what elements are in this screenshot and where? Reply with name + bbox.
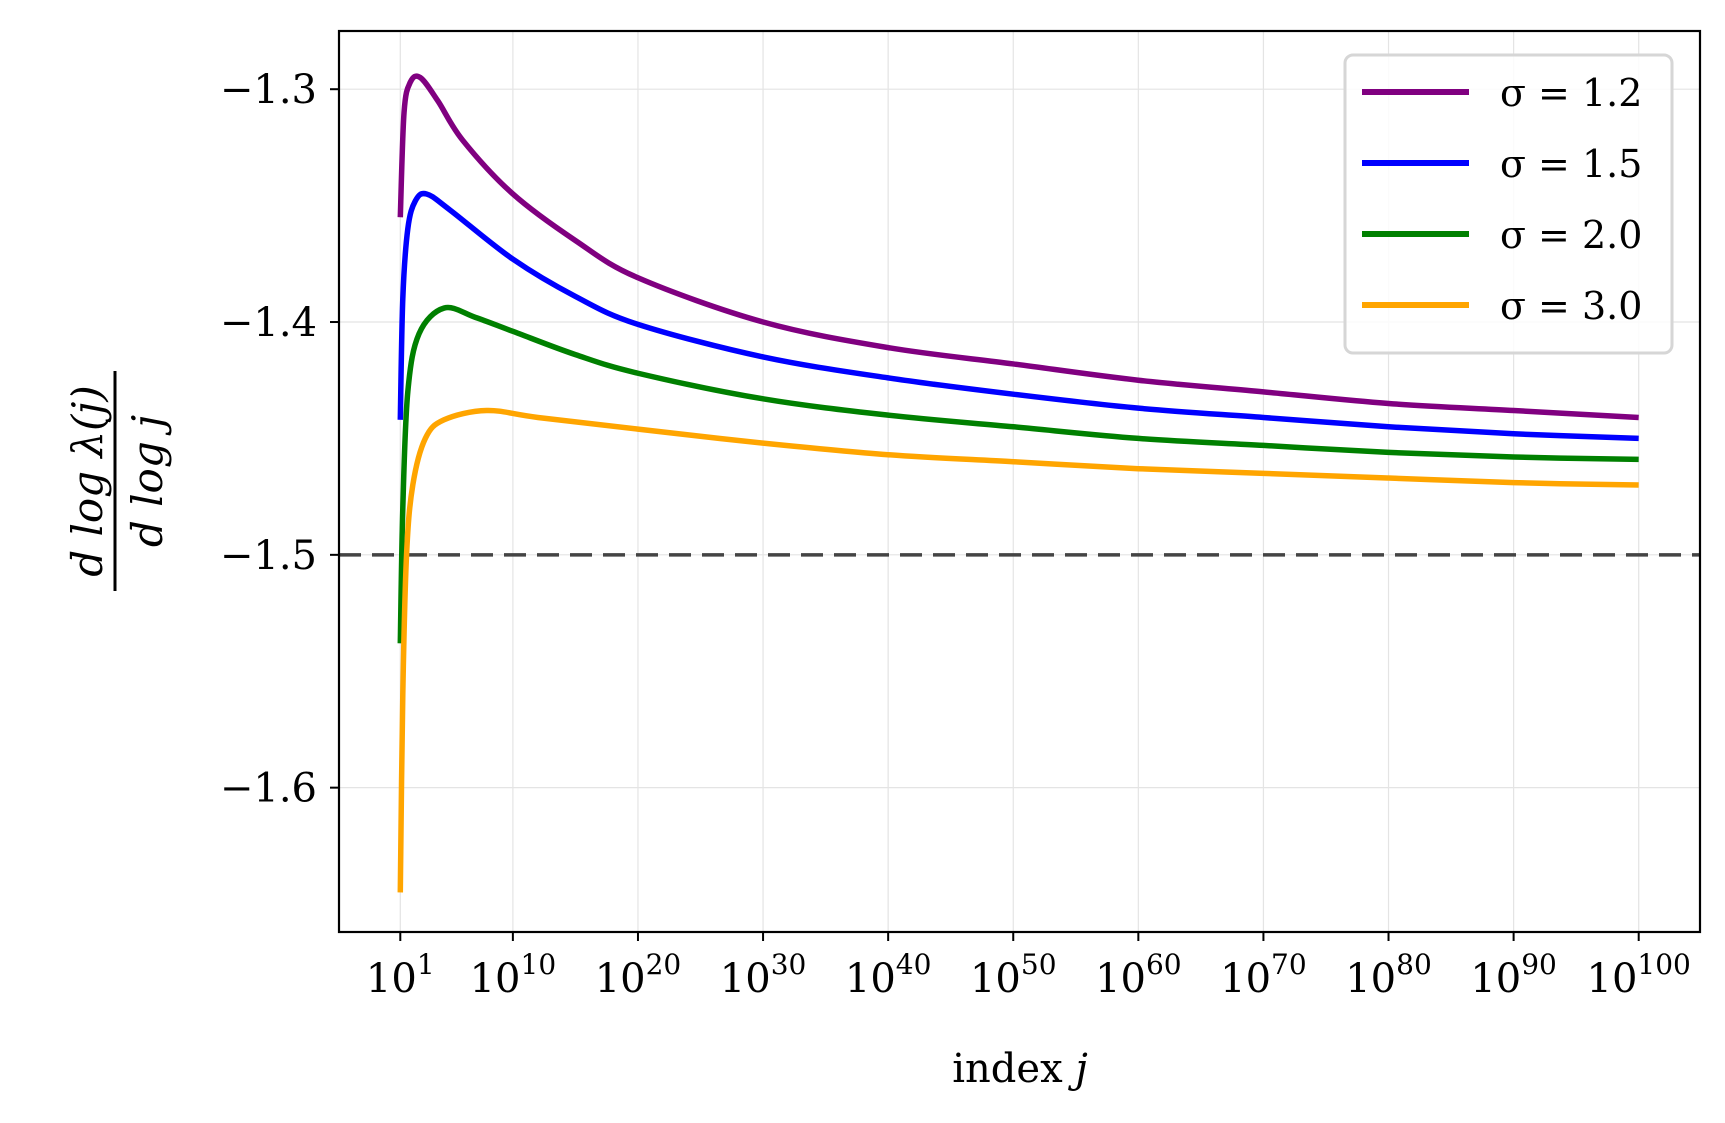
x-axis-label-text: index xyxy=(952,1046,1075,1092)
legend: σ = 1.2 σ = 1.5 σ = 2.0 σ = 3.0 xyxy=(1343,53,1674,355)
x-tick-label: 1050 xyxy=(970,948,1057,1002)
series-line-3 xyxy=(397,304,1639,644)
x-tick-label: 10100 xyxy=(1587,948,1691,1002)
x-tick-label: 1020 xyxy=(595,948,682,1002)
y-tick-label: −1.6 xyxy=(220,766,317,812)
y-tick-label: −1.5 xyxy=(220,533,317,579)
x-tick-label: 1010 xyxy=(470,948,557,1002)
series-lines xyxy=(397,73,1639,893)
y-axis-label: d log λ(j) d log j xyxy=(63,371,172,591)
series-line-1 xyxy=(397,73,1639,421)
y-tick-label: −1.3 xyxy=(220,67,317,113)
x-tick-label: 1080 xyxy=(1345,948,1432,1002)
y-axis-label-numerator: d log λ(j) xyxy=(63,385,112,577)
legend-box xyxy=(1343,53,1674,355)
x-axis-label: index j xyxy=(952,1046,1088,1092)
series-line-2 xyxy=(397,190,1639,442)
series-line-4 xyxy=(397,407,1639,893)
y-axis: −1.3 −1.4 −1.5 −1.6 xyxy=(220,67,339,812)
x-tick-label: 101 xyxy=(366,948,435,1002)
legend-label: σ = 1.2 xyxy=(1500,71,1642,115)
x-tick-label: 1040 xyxy=(845,948,932,1002)
x-tick-label: 1030 xyxy=(720,948,807,1002)
y-axis-label-denominator: d log j xyxy=(123,415,172,547)
plot-frame xyxy=(337,29,1702,934)
legend-label: σ = 2.0 xyxy=(1500,213,1642,257)
x-tick-label: 1060 xyxy=(1095,948,1182,1002)
legend-label: σ = 3.0 xyxy=(1500,284,1642,328)
x-tick-label: 1070 xyxy=(1220,948,1307,1002)
x-tick-label: 1090 xyxy=(1470,948,1557,1002)
y-tick-label: −1.4 xyxy=(220,300,317,346)
legend-label: σ = 1.5 xyxy=(1500,142,1642,186)
x-axis: 101 1010 1020 1030 1040 1050 1060 1070 1080 1090 1… xyxy=(366,932,1691,1002)
